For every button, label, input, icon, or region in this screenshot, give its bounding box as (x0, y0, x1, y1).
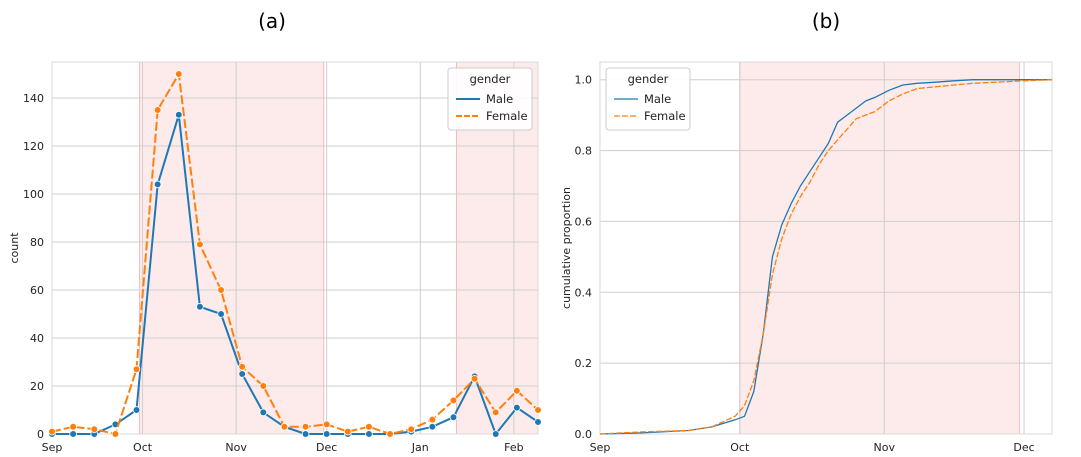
data-point-female (238, 362, 246, 371)
y-tick-label: 0.6 (575, 215, 593, 228)
y-tick-label: 140 (23, 92, 44, 105)
data-point-male (69, 430, 77, 438)
x-tick-label: Jan (411, 441, 429, 454)
y-tick-label: 40 (30, 332, 44, 345)
x-tick-label: Oct (730, 441, 750, 454)
shaded-period (139, 62, 324, 434)
chart-panel-a: 0 20 40 60 80 100 120 140 Sep Oct Nov Dec Jan Feb (a) c… (8, 9, 542, 454)
plot-frame (51, 61, 539, 435)
data-point-female (153, 106, 162, 114)
y-tick-label: 1.0 (575, 74, 593, 87)
data-point-male (174, 111, 183, 119)
series-line-male (599, 79, 1052, 435)
data-point-male (322, 430, 331, 438)
chart-title: (b) (812, 9, 840, 33)
data-point-male (534, 418, 542, 426)
data-point-female (513, 386, 521, 395)
legend: gender Male Female (605, 67, 691, 131)
legend-label-female: Female (486, 109, 528, 123)
shaded-period (739, 62, 1020, 434)
series-line-female (51, 73, 539, 435)
x-tick-label: Dec (1013, 441, 1034, 454)
legend-label-male: Male (486, 92, 513, 106)
legend-title: gender (470, 72, 511, 86)
data-point-female (407, 425, 416, 434)
data-point-male (153, 180, 162, 189)
y-tick-label: 0.8 (575, 145, 593, 158)
data-point-female (344, 427, 352, 436)
x-tick-label: Nov (874, 441, 896, 454)
data-point-female (280, 422, 289, 431)
data-point-male (449, 413, 458, 422)
chart-panel-b: 0.0 0.2 0.4 0.6 0.8 1.0 Sep Oct Nov Dec (b) cumulat… (560, 9, 1053, 454)
data-point-female (174, 70, 183, 78)
y-tick-label: 20 (30, 380, 44, 393)
x-tick-label: Dec (316, 441, 337, 454)
data-point-male (259, 408, 268, 417)
data-point-female (48, 427, 56, 436)
data-point-female (217, 286, 225, 294)
y-tick-label: 0.0 (575, 428, 593, 441)
x-tick-label: Sep (590, 441, 611, 454)
data-point-male (196, 302, 204, 311)
series-line-female (599, 79, 1053, 435)
y-axis-label: cumulative proportion (560, 187, 573, 309)
data-point-female (470, 374, 479, 383)
data-point-female (449, 396, 458, 405)
y-axis-label: count (8, 232, 21, 264)
legend-label-female: Female (644, 109, 686, 123)
x-tick-label: Feb (504, 441, 523, 454)
data-point-female (365, 422, 373, 431)
data-point-male (491, 430, 500, 438)
data-point-male (217, 310, 225, 318)
x-tick-label: Nov (225, 441, 247, 454)
legend-label-male: Male (644, 92, 671, 106)
data-point-female (534, 406, 542, 414)
data-point-male (301, 430, 310, 438)
data-point-female (322, 420, 331, 429)
data-point-male (365, 430, 373, 438)
data-point-female (90, 425, 99, 434)
data-point-female (69, 422, 77, 431)
chart-title: (a) (258, 9, 286, 33)
y-tick-label: 0.2 (575, 357, 593, 370)
data-point-female (196, 240, 204, 249)
x-tick-label: Oct (133, 441, 153, 454)
data-point-male (428, 422, 437, 431)
data-point-male (513, 403, 521, 412)
data-point-female (491, 408, 500, 417)
legend-title: gender (628, 72, 669, 86)
data-point-male (132, 406, 141, 414)
legend-box (447, 67, 533, 131)
data-point-female (132, 365, 141, 374)
data-point-male (238, 370, 246, 378)
data-point-female (111, 430, 120, 438)
x-tick-label: Sep (42, 441, 63, 454)
series-line-male (52, 113, 539, 435)
y-tick-label: 0.4 (575, 286, 593, 299)
data-point-female (386, 430, 394, 438)
y-tick-label: 100 (23, 188, 44, 201)
plot-frame (599, 61, 1053, 435)
data-point-female (301, 422, 310, 431)
y-tick-label: 120 (23, 140, 44, 153)
data-point-female (259, 382, 268, 390)
data-point-female (428, 415, 437, 424)
y-tick-label: 80 (30, 236, 44, 249)
y-tick-label: 60 (30, 284, 44, 297)
legend: gender Male Female (447, 67, 533, 131)
y-tick-label: 0 (37, 428, 44, 441)
legend-box (605, 67, 691, 131)
